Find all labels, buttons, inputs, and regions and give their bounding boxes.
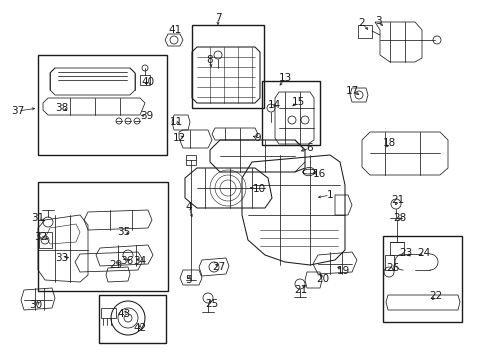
Text: 15: 15 (291, 97, 304, 107)
Text: 17: 17 (345, 86, 358, 96)
Text: 39: 39 (140, 111, 153, 121)
Text: 16: 16 (312, 169, 325, 179)
Text: 36: 36 (120, 256, 133, 266)
Text: 37: 37 (11, 106, 24, 116)
Text: 31: 31 (31, 213, 44, 223)
Text: 20: 20 (316, 274, 329, 284)
Text: 13: 13 (278, 73, 291, 83)
Text: 22: 22 (428, 291, 442, 301)
Text: 23: 23 (399, 248, 412, 258)
Text: 24: 24 (417, 248, 430, 258)
Text: 21: 21 (390, 195, 404, 205)
Text: 38: 38 (55, 103, 68, 113)
Text: 7: 7 (214, 13, 221, 23)
Text: 3: 3 (374, 16, 381, 26)
Text: 9: 9 (254, 133, 261, 143)
Text: 18: 18 (382, 138, 395, 148)
Text: 42: 42 (133, 323, 146, 333)
Text: 30: 30 (29, 300, 42, 310)
Text: 25: 25 (205, 299, 218, 309)
Text: 12: 12 (172, 133, 185, 143)
Text: 14: 14 (267, 100, 280, 110)
Text: 11: 11 (169, 117, 182, 127)
Text: 5: 5 (185, 275, 192, 285)
Text: 6: 6 (306, 143, 313, 153)
Text: 34: 34 (133, 256, 146, 266)
Text: 41: 41 (168, 25, 181, 35)
Text: 19: 19 (336, 266, 349, 276)
Text: 27: 27 (212, 262, 225, 272)
Text: 26: 26 (386, 263, 399, 273)
Text: 35: 35 (117, 227, 130, 237)
Text: 10: 10 (252, 184, 265, 194)
Text: 40: 40 (141, 77, 154, 87)
Text: 29: 29 (109, 260, 122, 270)
Text: 4: 4 (185, 202, 192, 212)
Text: 2: 2 (358, 18, 365, 28)
Text: 33: 33 (55, 253, 68, 263)
Text: 8: 8 (206, 55, 213, 65)
Text: 43: 43 (117, 309, 130, 319)
Text: 21: 21 (294, 285, 307, 295)
Text: 32: 32 (34, 232, 47, 242)
Text: 1: 1 (326, 190, 333, 200)
Text: 28: 28 (392, 213, 406, 223)
